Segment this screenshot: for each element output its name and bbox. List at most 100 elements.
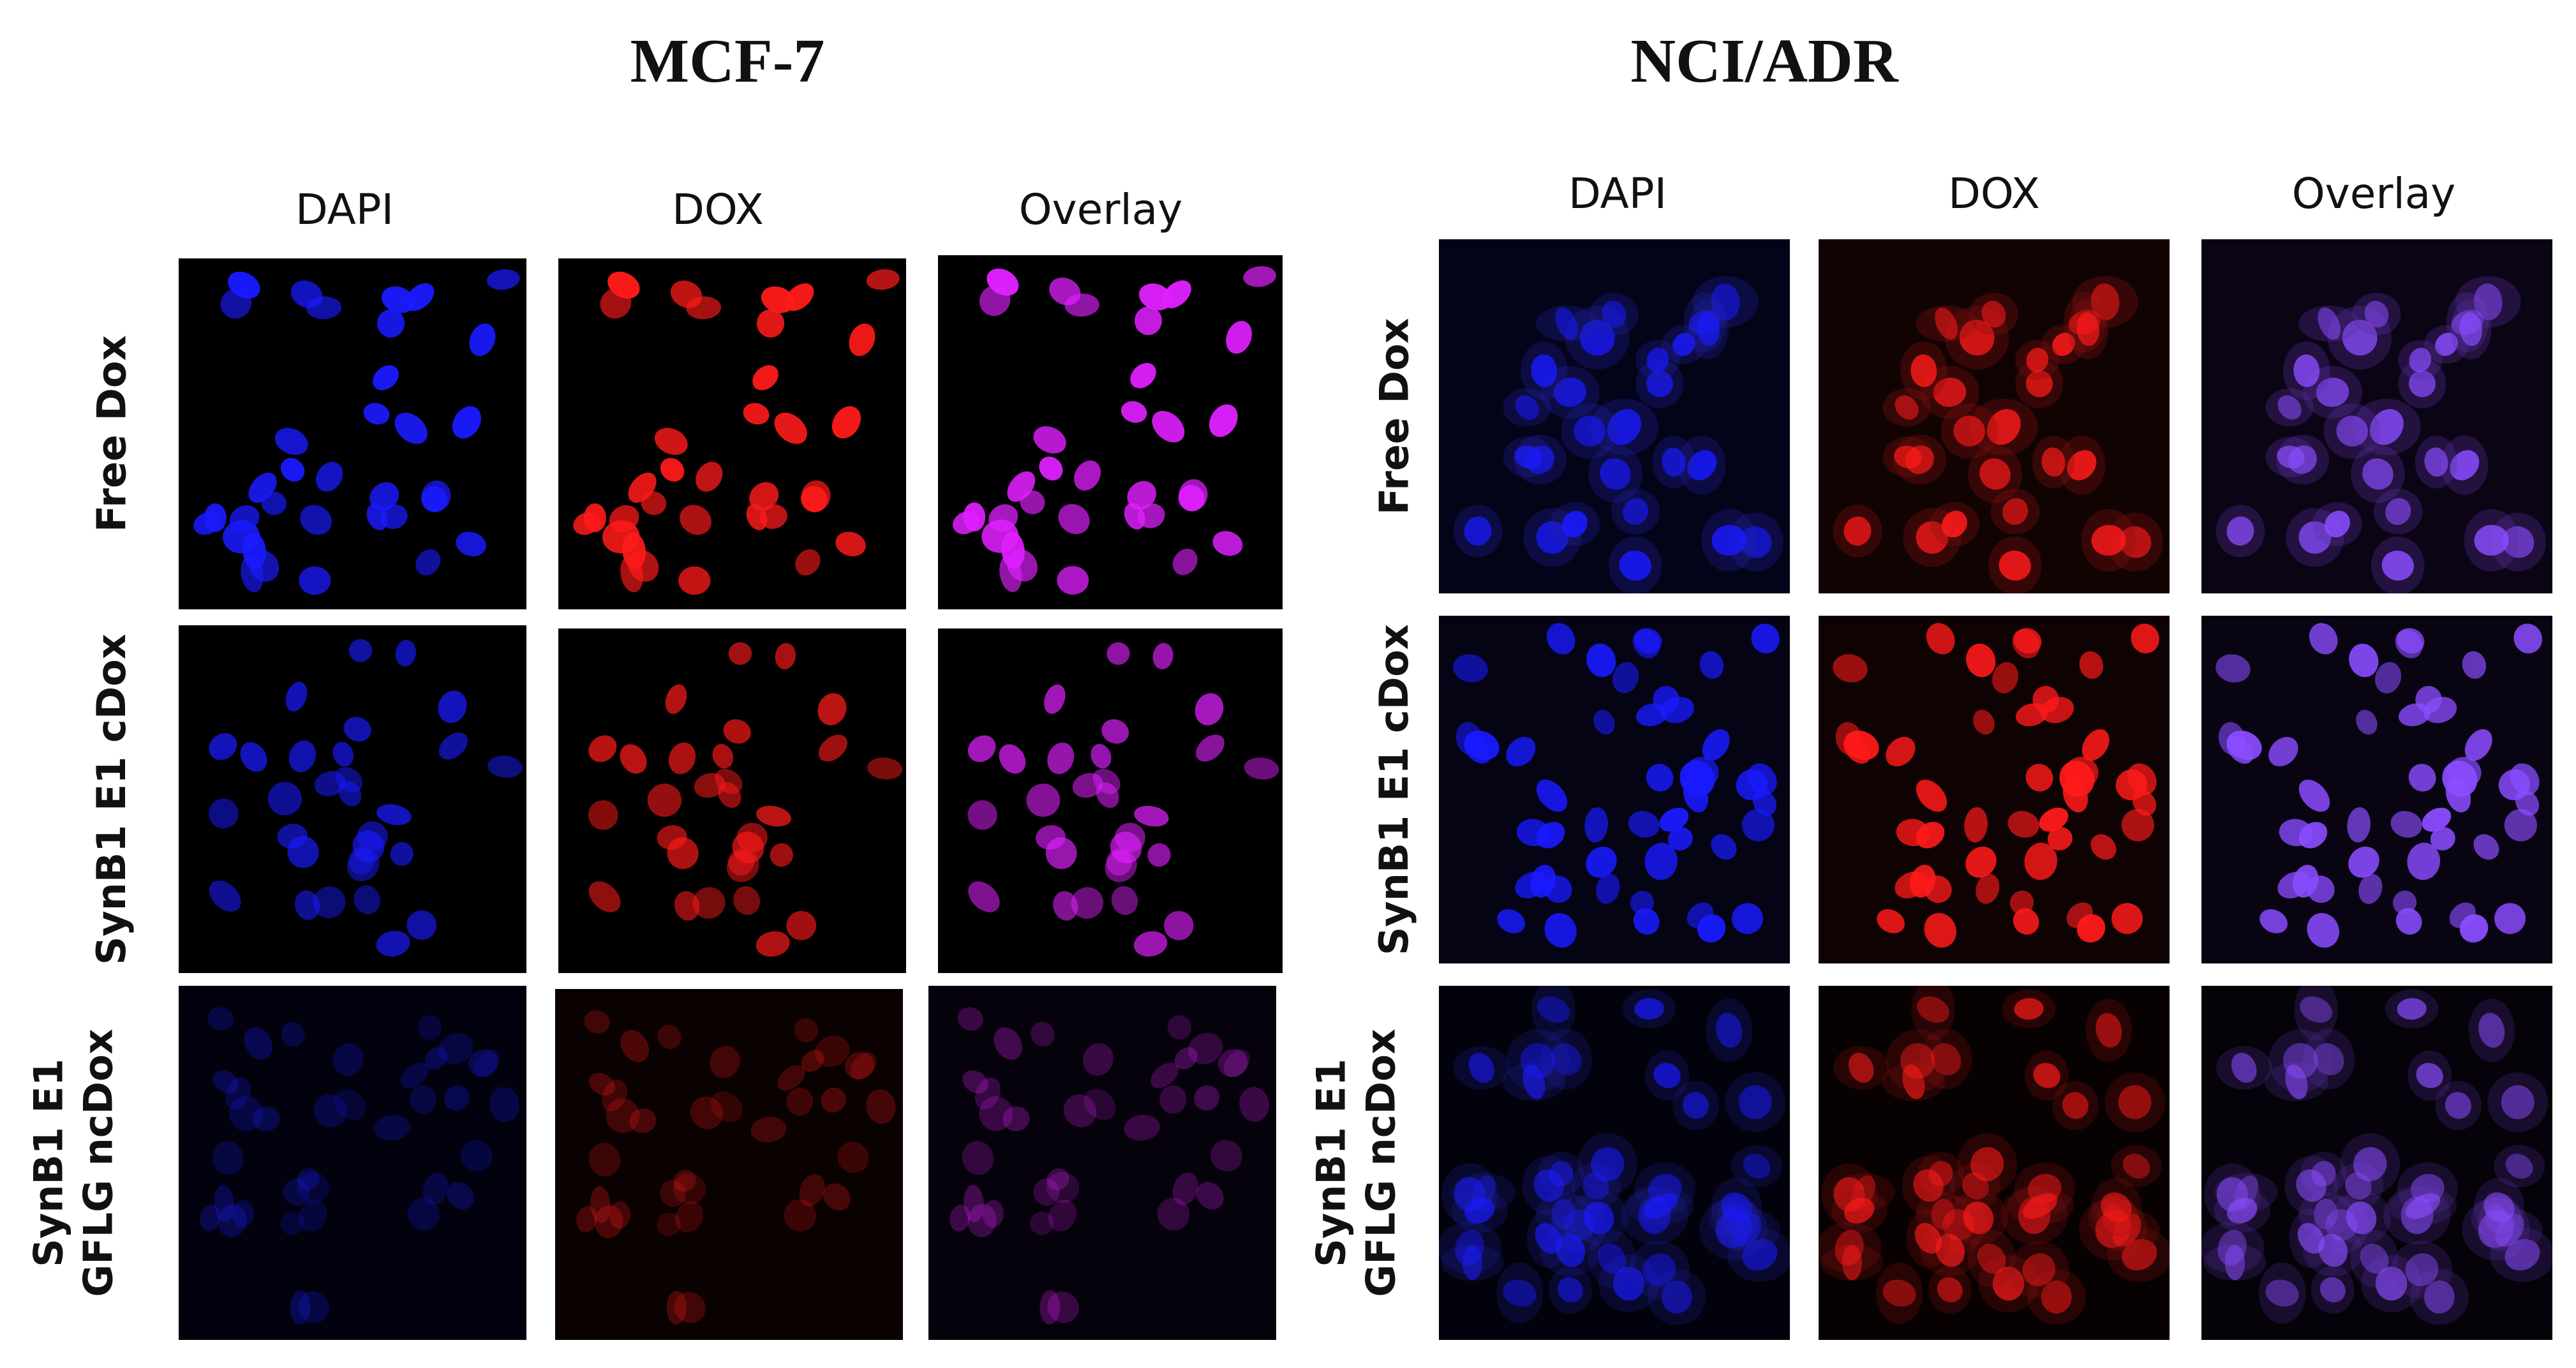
cell-cytoplasm (1911, 986, 1955, 1041)
cell-nucleus (786, 911, 817, 940)
cell-nucleus (2325, 510, 2350, 538)
cell-nucleus (1127, 480, 1156, 510)
cell-nucleus (209, 880, 241, 912)
cell-nucleus (696, 461, 723, 492)
cell-nucleus (743, 403, 770, 425)
cell-nucleus (2360, 1244, 2389, 1274)
cell-nucleus (968, 881, 1000, 912)
cell-nucleus (1732, 903, 1764, 934)
cell-nucleus (1536, 779, 1568, 812)
cell-nucleus (1976, 874, 2000, 904)
cell-nucleus (1848, 1052, 1874, 1083)
cell-nucleus (1586, 643, 1616, 678)
micrograph-background (928, 986, 1276, 1340)
cell-nucleus (1986, 409, 2021, 445)
cell-nucleus (348, 847, 375, 875)
cell-cytoplasm (1506, 1029, 1570, 1093)
cell-cytoplasm (2110, 1145, 2163, 1187)
micrograph-mcf7-cdox-dox (558, 628, 906, 973)
cell-nucleus (988, 504, 1018, 532)
cell-nucleus (665, 684, 687, 714)
cell-nucleus (837, 1141, 869, 1173)
cell-nucleus (1020, 490, 1045, 514)
cell-nucleus (2407, 842, 2441, 881)
cell-nucleus (784, 1199, 817, 1232)
cell-nucleus (1553, 377, 1587, 407)
cell-cytoplasm (2391, 1240, 2453, 1299)
cell-nucleus (657, 1024, 681, 1050)
cell-nucleus (694, 773, 726, 798)
cell-nucleus (200, 1205, 221, 1232)
cell-nucleus (673, 1173, 706, 1205)
cell-nucleus (407, 1198, 440, 1231)
group-title-nciadr: NCI/ADR (1630, 27, 1898, 96)
cell-nucleus (2494, 903, 2526, 934)
cell-nucleus (710, 1091, 743, 1122)
cell-nucleus (2313, 1043, 2344, 1076)
cell-nucleus (1046, 1171, 1080, 1203)
cell-nucleus (647, 784, 682, 817)
cell-nucleus (2014, 628, 2042, 654)
cell-nucleus (2297, 1223, 2325, 1254)
cell-nucleus (225, 1077, 251, 1110)
cell-nucleus (2316, 377, 2349, 407)
cell-nucleus (1039, 456, 1063, 480)
cell-nucleus (2342, 319, 2378, 356)
col-header-overlay-mcf7: Overlay (1018, 185, 1183, 234)
cell-cytoplasm (1531, 986, 1575, 1041)
group-title-mcf7: MCF-7 (630, 27, 825, 96)
cell-nucleus (1607, 409, 1641, 445)
cell-nucleus (1924, 912, 1956, 948)
cell-nucleus (620, 555, 643, 593)
cell-nucleus (422, 1172, 449, 1205)
cell-nucleus (1135, 306, 1162, 336)
cell-nucleus (1682, 1092, 1709, 1119)
cell-nucleus (1687, 450, 1717, 480)
cell-nucleus (1120, 401, 1147, 423)
cell-nucleus (461, 1140, 493, 1171)
cell-nucleus (1537, 996, 1570, 1023)
cell-nucleus (280, 457, 305, 482)
col-header-dapi-mcf7: DAPI (295, 185, 394, 234)
cell-nucleus (801, 480, 831, 512)
cell-nucleus (1916, 521, 1949, 554)
cell-nucleus (1506, 736, 1536, 767)
cell-nucleus (1964, 807, 1988, 843)
cell-nucleus (994, 1027, 1022, 1060)
cell-nucleus (2277, 872, 2310, 898)
cell-nucleus (2226, 516, 2254, 546)
cell-nucleus (2501, 1085, 2535, 1119)
cell-nucleus (666, 1290, 687, 1325)
cell-nucleus (1212, 531, 1243, 556)
cell-nucleus (2478, 1013, 2505, 1048)
cell-nucleus (1546, 623, 1575, 655)
cell-nucleus (2288, 445, 2318, 474)
cell-nucleus (1661, 1280, 1692, 1314)
cell-nucleus (982, 1200, 1004, 1228)
cell-nucleus (584, 1010, 611, 1034)
cell-nucleus (606, 1098, 640, 1133)
cell-nucleus (1935, 307, 1958, 340)
cell-nucleus (2358, 874, 2383, 904)
cell-nucleus (1031, 1022, 1055, 1047)
cell-nucleus (2505, 1154, 2533, 1179)
cell-nucleus (1091, 743, 1112, 769)
cell-nucleus (727, 849, 754, 876)
cell-nucleus (1751, 623, 1780, 654)
cell-nucleus (1048, 1200, 1077, 1232)
micrograph-nciadr-cdox-dox (1819, 616, 2170, 963)
cell-nucleus (2505, 1239, 2540, 1271)
cell-nucleus (1047, 1291, 1079, 1323)
cell-nucleus (1630, 890, 1655, 915)
cell-nucleus (1047, 742, 1075, 775)
cell-nucleus (2090, 283, 2120, 320)
cell-nucleus (849, 323, 875, 356)
cell-nucleus (2473, 283, 2503, 320)
cell-nucleus (2349, 643, 2379, 678)
micrograph-background (179, 986, 526, 1340)
cell-nucleus (1739, 526, 1772, 558)
cell-nucleus (212, 1141, 244, 1175)
cell-nucleus (207, 1007, 234, 1031)
cell-nucleus (332, 741, 354, 767)
cell-nucleus (229, 505, 260, 533)
